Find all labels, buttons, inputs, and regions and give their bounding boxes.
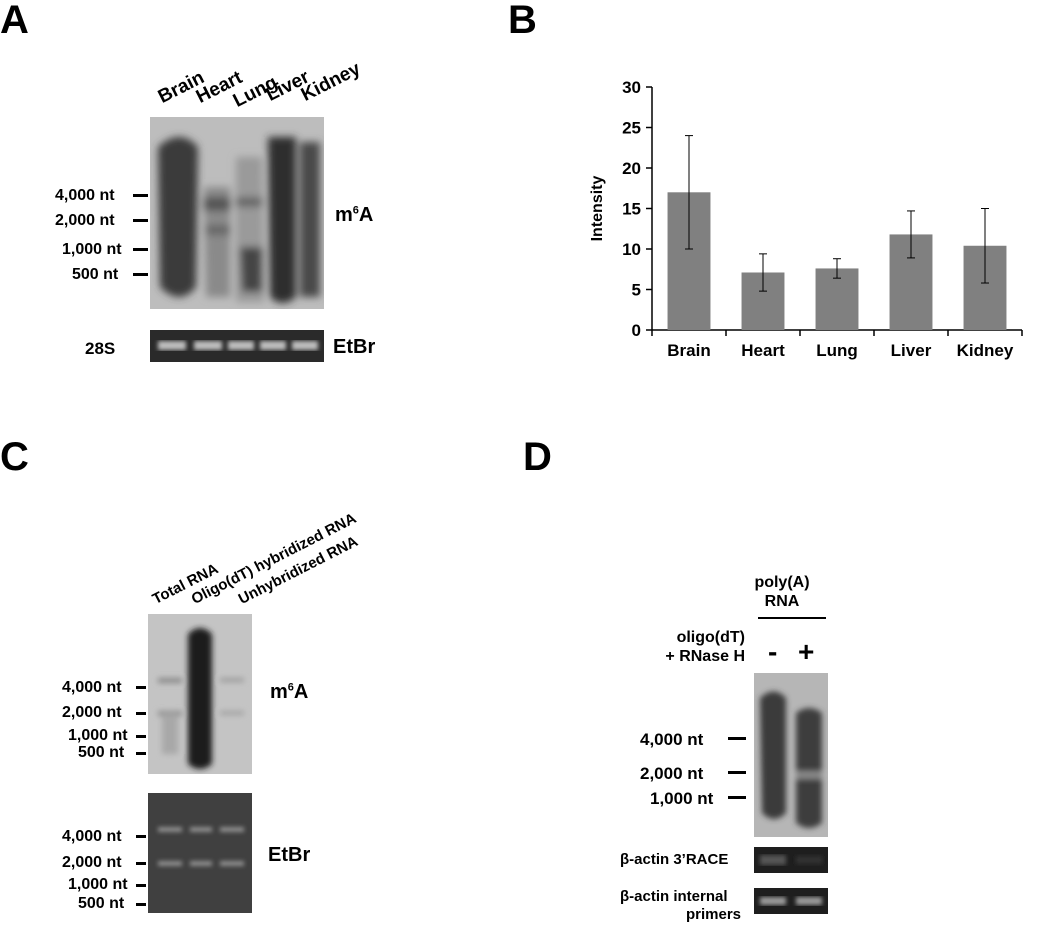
- panel-d-letter: D: [523, 435, 552, 479]
- x-tick-label: Heart: [741, 341, 785, 360]
- marker-label: 2,000 nt: [55, 212, 115, 229]
- marker-label: 4,000 nt: [55, 187, 115, 204]
- lane-label-kidney: Kidney: [297, 58, 364, 106]
- marker-label: 4,000 nt: [62, 828, 122, 845]
- marker-tick: [136, 862, 146, 865]
- internal-gel-d: [754, 888, 828, 914]
- poly-a-header-line2: RNA: [764, 593, 800, 610]
- marker-label: 2,000 nt: [62, 704, 122, 721]
- header-underline: [758, 617, 826, 619]
- x-tick-label: Brain: [667, 341, 710, 360]
- marker-label: 500 nt: [78, 744, 125, 761]
- marker-label: 4,000 nt: [640, 730, 704, 749]
- marker-label: 500 nt: [72, 266, 119, 283]
- bar-lung: [815, 268, 859, 330]
- etbr-gel-c: [148, 793, 252, 913]
- marker-tick: [133, 219, 148, 222]
- marker-label: 500 nt: [78, 895, 125, 912]
- marker-tick: [136, 835, 146, 838]
- marker-tick: [136, 884, 146, 887]
- x-tick-label: Lung: [816, 341, 858, 360]
- intensity-bar-chart: 0 5 10 15 20 25 30 Intensity Brain Heart Lung Liver…: [589, 78, 1023, 360]
- marker-label: 2,000 nt: [640, 764, 704, 783]
- m6a-blot-c: [148, 614, 252, 774]
- panel-c-letter: C: [0, 435, 29, 479]
- etbr-gel-a: [150, 330, 324, 362]
- race-gel-d: [754, 847, 828, 873]
- marker-tick: [133, 194, 148, 197]
- marker-tick: [136, 712, 146, 715]
- etbr-label-c: EtBr: [268, 844, 311, 866]
- plus-sign: +: [798, 636, 815, 667]
- marker-tick: [136, 752, 146, 755]
- marker-label: 2,000 nt: [62, 854, 122, 871]
- m6a-blot-a: [150, 117, 324, 309]
- marker-tick: [133, 273, 148, 276]
- marker-tick: [136, 735, 146, 738]
- marker-tick: [133, 248, 148, 251]
- treatment-label-line1: oligo(dT): [676, 629, 745, 646]
- marker-tick: [136, 903, 146, 906]
- marker-tick: [136, 686, 146, 689]
- m6a-label-a: m6A: [335, 204, 374, 226]
- marker-tick: [728, 737, 746, 740]
- panel-b-letter: B: [508, 0, 537, 42]
- y-tick-label: 20: [622, 159, 641, 178]
- race-label: β-actin 3’RACE: [620, 851, 729, 868]
- loading-control-28s: 28S: [85, 339, 116, 358]
- y-axis-label: Intensity: [589, 176, 606, 242]
- marker-label: 4,000 nt: [62, 679, 122, 696]
- minus-sign: -: [768, 636, 778, 667]
- internal-label-line1: β-actin internal: [620, 888, 728, 905]
- x-tick-label: Kidney: [957, 341, 1014, 360]
- y-tick-label: 10: [622, 240, 641, 259]
- y-tick-label: 5: [632, 281, 641, 300]
- x-tick-label: Liver: [891, 341, 932, 360]
- poly-a-blot-d: [754, 673, 828, 837]
- panel-a-letter: A: [0, 0, 29, 42]
- y-tick-label: 15: [622, 200, 641, 219]
- y-tick-label: 25: [622, 119, 641, 138]
- y-tick-label: 0: [632, 321, 641, 340]
- marker-tick: [728, 771, 746, 774]
- poly-a-header-line1: poly(A): [754, 574, 810, 591]
- marker-label: 1,000 nt: [62, 241, 122, 258]
- etbr-label-a: EtBr: [333, 336, 376, 358]
- marker-label: 1,000 nt: [68, 876, 128, 893]
- marker-tick: [728, 796, 746, 799]
- marker-label: 1,000 nt: [68, 727, 128, 744]
- marker-label: 1,000 nt: [650, 789, 714, 808]
- treatment-label-line2: + RNase H: [665, 648, 745, 665]
- y-tick-label: 30: [622, 78, 641, 97]
- internal-label-line2: primers: [686, 906, 742, 923]
- m6a-label-c: m6A: [270, 681, 309, 703]
